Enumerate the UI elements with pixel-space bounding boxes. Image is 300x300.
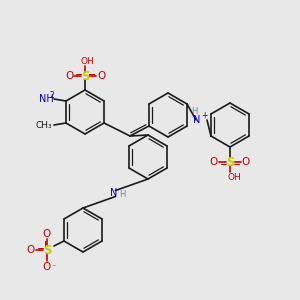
- Text: H: H: [191, 107, 197, 116]
- Text: O: O: [27, 245, 35, 255]
- Text: O: O: [43, 262, 51, 272]
- Text: O: O: [65, 71, 73, 81]
- Text: S: S: [226, 155, 234, 169]
- Text: CH₃: CH₃: [36, 122, 52, 130]
- Text: N: N: [193, 115, 201, 125]
- Text: O: O: [43, 229, 51, 239]
- Text: OH: OH: [80, 56, 94, 65]
- Text: O: O: [210, 157, 218, 167]
- Text: H: H: [119, 190, 126, 199]
- Text: N: N: [110, 188, 117, 199]
- Text: S: S: [43, 244, 51, 256]
- Text: S: S: [81, 70, 89, 83]
- Text: 2: 2: [50, 91, 54, 100]
- Text: O: O: [97, 71, 105, 81]
- Text: NH: NH: [39, 94, 53, 104]
- Text: ⁻: ⁻: [52, 262, 56, 272]
- Text: +: +: [201, 112, 207, 121]
- Text: OH: OH: [227, 173, 241, 182]
- Text: O: O: [242, 157, 250, 167]
